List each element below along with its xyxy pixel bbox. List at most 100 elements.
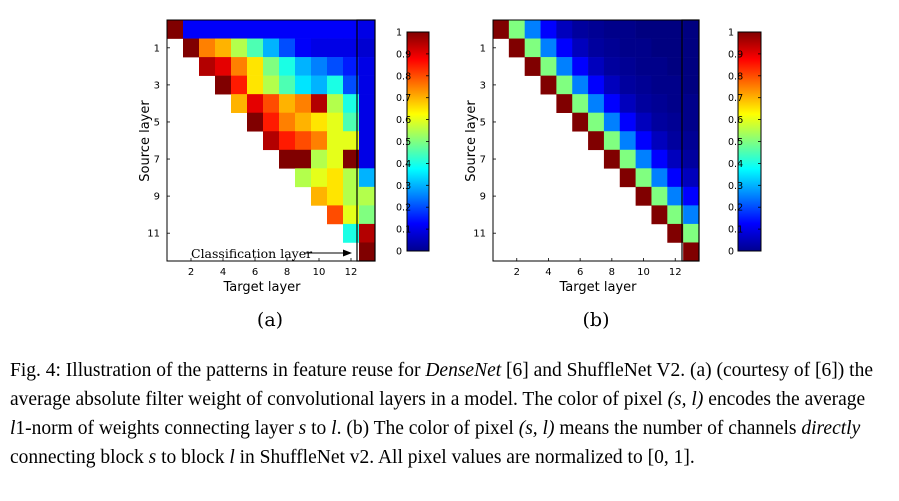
heatmap-cell-b-r11-c12 (667, 223, 684, 243)
colorbar-tick-label: 0.7 (728, 93, 743, 104)
heatmap-cell-a-r0-c3 (199, 20, 216, 39)
y-tick-label: 9 (154, 192, 160, 203)
heatmap-cell-a-r7-c11 (327, 149, 344, 169)
heatmap-cell-a-r7-c9 (295, 149, 312, 169)
heatmap-cell-b-r6-c7 (588, 131, 605, 151)
caption-mid7: connecting block (10, 447, 149, 468)
heatmap-cell-b-r0-c4 (540, 20, 557, 39)
caption-mid2: encodes the average (703, 389, 866, 410)
heatmap-cell-b-r6-c11 (651, 131, 668, 151)
x-axis-label-a: Target layer (223, 280, 302, 295)
caption-range: [0, 1] (647, 447, 690, 468)
colorbar-tick-label: 0.1 (728, 225, 743, 236)
heatmap-cell-b-r8-c10 (635, 168, 652, 188)
heatmap-cell-b-r3-c6 (572, 75, 589, 95)
heatmap-cell-b-r6-c13 (683, 131, 700, 151)
heatmap-cell-a-r3-c12 (343, 75, 360, 95)
heatmap-cell-a-r7-c12 (343, 149, 360, 169)
heatmap-cell-a-r4-c9 (295, 94, 312, 113)
heatmap-cell-a-r1-c13 (359, 38, 376, 58)
x-tick-label: 6 (577, 267, 583, 278)
heatmap-cell-a-r3-c13 (359, 75, 376, 95)
heatmap-cell-a-r9-c10 (311, 186, 328, 206)
heatmap-cell-b-r10-c12 (667, 205, 684, 225)
heatmap-cell-a-r1-c3 (199, 38, 216, 58)
heatmap-cell-a-r0-c8 (279, 20, 296, 39)
x-ticks-b: 2 4 6 8 10 12 (514, 258, 682, 278)
heatmap-cell-a-r6-c9 (295, 131, 312, 151)
colorbar-tick-label: 0.4 (728, 159, 743, 170)
heatmap-cell-b-r6-c12 (667, 131, 684, 151)
heatmap-cell-a-r0-c6 (247, 20, 264, 39)
heatmap-cell-b-r4-c7 (588, 94, 605, 113)
heatmap-cell-b-r3-c8 (603, 75, 621, 95)
heatmap-cell-b-r0-c12 (667, 20, 684, 39)
heatmap-cell-b-r0-c5 (556, 20, 573, 39)
heatmap-b-cells (493, 20, 700, 262)
heatmap-cell-b-r3-c13 (683, 75, 700, 95)
heatmap-cell-a-r9-c13 (359, 186, 376, 206)
heatmap-cell-b-r2-c9 (619, 57, 636, 76)
heatmap-cell-b-r2-c12 (667, 57, 684, 76)
caption-mid5: . (b) The color of pixel (336, 418, 519, 439)
caption-directly: directly (801, 418, 861, 439)
heatmap-cell-a-r9-c11 (327, 186, 344, 206)
caption-mid9: in ShuffleNet v2. All pixel values are n… (234, 447, 648, 468)
annotation-arrowhead-icon (343, 249, 352, 257)
heatmap-cell-a-r2-c11 (327, 57, 344, 76)
colorbar-tick-label: 1 (396, 28, 402, 39)
heatmap-cell-a-r10-c11 (327, 205, 344, 225)
colorbar-tick-label: 0.3 (396, 181, 411, 192)
heatmap-cell-b-r1-c12 (667, 38, 684, 58)
heatmap-cell-a-r1-c2 (183, 38, 200, 58)
caption-mid8: to block (156, 447, 230, 468)
heatmap-cell-a-r1-c9 (295, 38, 312, 58)
y-tick-label: 5 (154, 117, 160, 128)
x-ticks-a: 2 4 6 8 10 12 (188, 258, 357, 278)
heatmap-cell-a-r4-c7 (263, 94, 280, 113)
heatmap-cell-b-r0-c3 (524, 20, 541, 39)
caption-mid6: means the number of channels (554, 418, 802, 439)
heatmap-cell-a-r10-c12 (343, 205, 360, 225)
heatmap-cell-b-r2-c11 (651, 57, 668, 76)
heatmap-cell-a-r2-c7 (263, 57, 280, 76)
heatmap-a-cells (167, 20, 376, 262)
classification-layer-annotation: Classification layer (191, 246, 312, 261)
x-tick-label: 6 (252, 267, 258, 278)
heatmap-cell-a-r11-c13 (359, 223, 376, 243)
colorbar-b-ticks: 1 0.9 0.8 0.7 0.6 0.5 0.4 0.3 0.2 0.1 0 (728, 28, 761, 258)
colorbar-tick-label: 0.5 (396, 137, 411, 148)
heatmap-cell-b-r4-c11 (651, 94, 668, 113)
y-tick-label: 7 (154, 155, 160, 166)
heatmap-cell-a-r1-c10 (311, 38, 328, 58)
colorbar-tick-label: 0.9 (728, 49, 743, 60)
x-tick-label: 2 (188, 267, 194, 278)
heatmap-cell-b-r0-c13 (683, 20, 700, 39)
heatmap-cell-b-r0-c10 (635, 20, 652, 39)
heatmap-cell-b-r9-c10 (635, 186, 652, 206)
x-tick-label: 8 (609, 267, 615, 278)
heatmap-cell-a-r1-c8 (279, 38, 296, 58)
heatmap-cell-a-r4-c12 (343, 94, 360, 113)
heatmap-cell-a-r0-c2 (183, 20, 200, 39)
colorbar-tick-label: 0 (728, 247, 734, 258)
heatmap-cell-b-r7-c10 (635, 149, 652, 169)
colorbar-tick-label: 0.5 (728, 137, 743, 148)
heatmap-cell-b-r3-c7 (588, 75, 605, 95)
caption-prefix: Fig. 4: Illustration of the patterns in … (10, 360, 426, 381)
x-tick-label: 10 (313, 267, 326, 278)
heatmap-cell-a-r2-c4 (215, 57, 232, 76)
heatmap-cell-b-r0-c1 (493, 20, 510, 39)
heatmap-cell-b-r0-c6 (572, 20, 589, 39)
heatmap-cell-b-r6-c8 (603, 131, 621, 151)
x-axis-label-b: Target layer (559, 280, 638, 295)
colorbar-tick-label: 0.6 (396, 115, 411, 126)
y-tick-label: 5 (480, 117, 486, 128)
heatmap-cell-a-r6-c7 (263, 131, 280, 151)
heatmap-cell-b-r8-c13 (683, 168, 700, 188)
colorbar-tick-label: 0.8 (728, 71, 743, 82)
last-block-column-box (681, 19, 700, 262)
heatmap-cell-a-r4-c5 (231, 94, 248, 113)
colorbar-tick-label: 0.3 (728, 181, 743, 192)
colorbar-tick-label: 0.4 (396, 159, 411, 170)
